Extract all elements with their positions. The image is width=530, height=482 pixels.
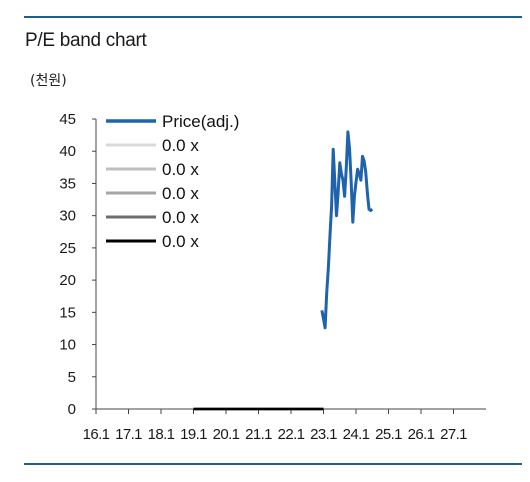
chart-axes: 0 5 10 15 20 25 30 35 40 45 16.1 17.1 18.1 19.1 20.1 21… [59,111,486,443]
x-tick-label: 24.1 [343,426,370,443]
y-tick-label: 45 [59,111,76,128]
x-tick-label: 22.1 [278,426,305,443]
chart-legend: Price(adj.) 0.0 x 0.0 x 0.0 x 0.0 x 0.0 x [106,112,239,251]
legend-label-price: Price(adj.) [162,112,239,131]
x-tick-label: 25.1 [375,426,402,443]
y-tick-label: 35 [59,175,76,192]
y-tick-label: 5 [68,369,76,386]
x-tick-label: 26.1 [408,426,435,443]
unit-label: (천원) [30,73,67,89]
y-tick-label: 20 [59,272,76,289]
legend-label-band: 0.0 x [162,160,199,179]
legend-label-band: 0.0 x [162,208,199,227]
y-tick-label: 25 [59,240,76,257]
chart-series [193,130,374,411]
y-tick-label: 40 [59,143,76,160]
legend-label-band: 0.0 x [162,232,199,251]
x-tick-label: 20.1 [213,426,240,443]
y-tick-label: 15 [59,304,76,321]
legend-label-band: 0.0 x [162,184,199,203]
legend-label-band: 0.0 x [162,136,199,155]
bottom-rule [24,463,522,465]
price-line [320,130,374,330]
x-tick-label: 21.1 [245,426,272,443]
y-tick-label: 0 [68,401,76,418]
x-tick-label: 27.1 [440,426,467,443]
chart-title: P/E band chart [25,30,147,51]
y-tick-label: 30 [59,208,76,225]
x-tick-label: 18.1 [148,426,175,443]
x-tick-label: 19.1 [180,426,207,443]
x-tick-label: 17.1 [115,426,142,443]
top-rule [24,16,522,18]
x-tick-label: 23.1 [310,426,337,443]
x-tick-label: 16.1 [83,426,110,443]
y-tick-label: 10 [59,337,76,354]
